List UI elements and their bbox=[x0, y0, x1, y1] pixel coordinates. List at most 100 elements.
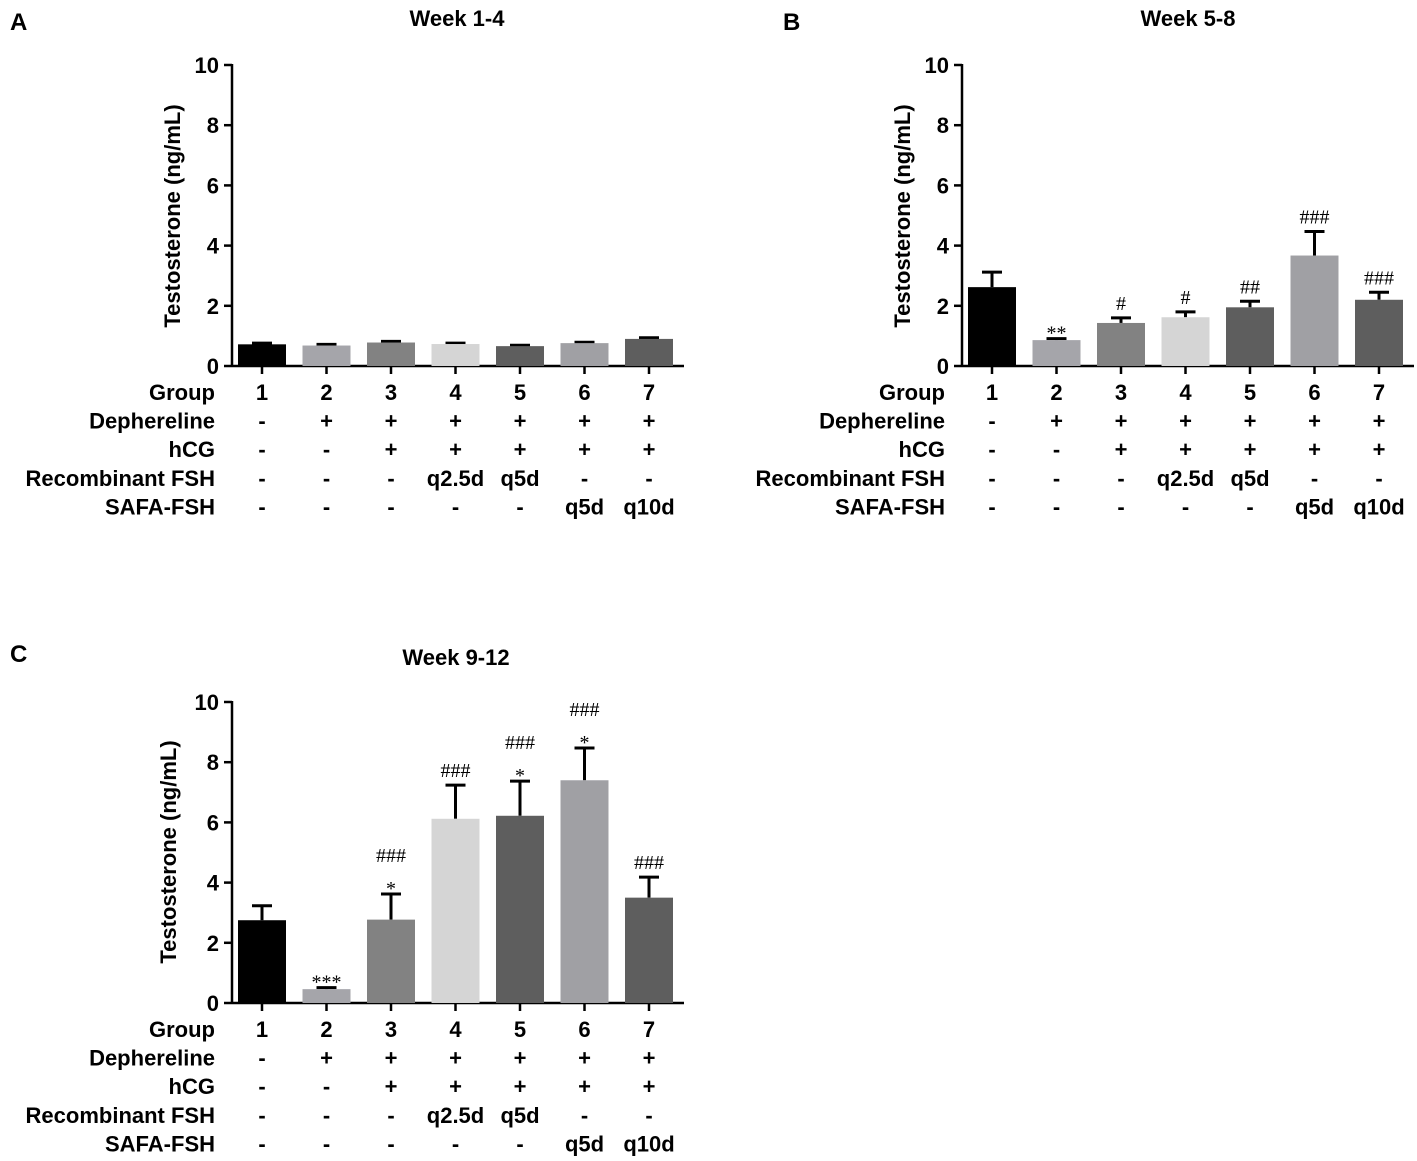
significance-label: * bbox=[386, 878, 396, 900]
table-cell: + bbox=[385, 437, 398, 462]
table-cell: + bbox=[320, 1046, 333, 1071]
row-label: Group bbox=[149, 380, 215, 405]
table-cell: - bbox=[323, 466, 330, 491]
y-tick-label: 4 bbox=[207, 871, 220, 896]
y-tick-label: 8 bbox=[937, 113, 949, 138]
y-tick-label: 0 bbox=[207, 354, 219, 379]
table-cell: q5d bbox=[565, 1131, 604, 1156]
table-cell: q10d bbox=[623, 494, 674, 519]
table-cell: + bbox=[643, 437, 656, 462]
table-cell: - bbox=[1117, 494, 1124, 519]
table-cell: q2.5d bbox=[427, 1103, 484, 1128]
panel-letter: A bbox=[10, 9, 27, 36]
bar bbox=[431, 344, 480, 366]
y-tick-label: 8 bbox=[207, 113, 219, 138]
table-cell: q5d bbox=[500, 1103, 539, 1128]
y-tick-label: 4 bbox=[937, 234, 950, 259]
treatment-table: Group 1 2 3 4 5 6 7 Dephereline - + + + + + + hCG - - + + + + +… bbox=[756, 380, 1405, 519]
bar bbox=[496, 815, 544, 1003]
y-axis-label: Testosterone (ng/mL) bbox=[890, 104, 915, 327]
table-cell: + bbox=[1050, 409, 1063, 434]
panel-c: C Week 9-12 Testosterone (ng/mL) 0 2 4 6 8 10… bbox=[10, 641, 684, 1156]
bar bbox=[431, 818, 480, 1003]
table-cell: - bbox=[258, 1074, 265, 1099]
table-cell: 1 bbox=[256, 380, 268, 405]
table-cell: - bbox=[1053, 494, 1060, 519]
table-cell: - bbox=[516, 1131, 523, 1156]
table-cell: - bbox=[323, 1103, 330, 1128]
table-cell: - bbox=[988, 437, 995, 462]
table-cell: - bbox=[1246, 494, 1253, 519]
significance-label: # bbox=[1116, 293, 1126, 315]
panel-letter: B bbox=[783, 9, 800, 36]
table-cell: + bbox=[643, 1046, 656, 1071]
table-cell: 6 bbox=[578, 1017, 590, 1042]
table-cell: 4 bbox=[449, 1017, 462, 1042]
significance-label: ### bbox=[1300, 206, 1330, 228]
significance-label: ### bbox=[570, 699, 600, 721]
table-cell: q10d bbox=[1353, 494, 1404, 519]
y-tick-label: 6 bbox=[207, 173, 219, 198]
table-cell: 4 bbox=[1179, 380, 1192, 405]
table-cell: 1 bbox=[256, 1017, 268, 1042]
table-cell: + bbox=[514, 409, 527, 434]
bar bbox=[1290, 255, 1339, 366]
bar bbox=[625, 338, 673, 366]
table-cell: q5d bbox=[500, 466, 539, 491]
row-label: SAFA-FSH bbox=[105, 494, 215, 519]
y-tick-label: 10 bbox=[195, 53, 219, 78]
table-cell: + bbox=[1115, 437, 1128, 462]
table-cell: + bbox=[1244, 409, 1257, 434]
table-cell: q2.5d bbox=[427, 466, 484, 491]
table-cell: - bbox=[323, 494, 330, 519]
row-label: Group bbox=[149, 1017, 215, 1042]
table-cell: + bbox=[1373, 437, 1386, 462]
table-cell: + bbox=[578, 409, 591, 434]
table-cell: 2 bbox=[1050, 380, 1062, 405]
table-cell: - bbox=[258, 409, 265, 434]
table-cell: 4 bbox=[449, 380, 462, 405]
table-cell: - bbox=[323, 1131, 330, 1156]
bar bbox=[1355, 299, 1403, 366]
bar bbox=[238, 344, 286, 366]
table-cell: 7 bbox=[1373, 380, 1385, 405]
table-cell: - bbox=[452, 1131, 459, 1156]
table-cell: + bbox=[514, 1074, 527, 1099]
table-cell: + bbox=[449, 437, 462, 462]
y-tick-label: 2 bbox=[207, 931, 219, 956]
bar bbox=[625, 897, 673, 1003]
y-tick-label: 6 bbox=[207, 810, 219, 835]
row-label: Recombinant FSH bbox=[26, 1103, 215, 1128]
significance-label: ** bbox=[1047, 323, 1067, 345]
table-cell: + bbox=[643, 409, 656, 434]
y-tick-label: 6 bbox=[937, 173, 949, 198]
row-label: Dephereline bbox=[89, 1046, 215, 1071]
row-label: hCG bbox=[899, 437, 945, 462]
row-label: Recombinant FSH bbox=[756, 466, 945, 491]
row-label: Group bbox=[879, 380, 945, 405]
row-label: SAFA-FSH bbox=[105, 1131, 215, 1156]
row-label: SAFA-FSH bbox=[835, 494, 945, 519]
table-cell: + bbox=[1179, 409, 1192, 434]
row-label: hCG bbox=[169, 437, 215, 462]
table-cell: - bbox=[387, 1103, 394, 1128]
table-cell: q5d bbox=[565, 494, 604, 519]
table-cell: + bbox=[385, 1074, 398, 1099]
table-cell: - bbox=[645, 466, 652, 491]
table-cell: + bbox=[385, 1046, 398, 1071]
table-cell: q5d bbox=[1295, 494, 1334, 519]
treatment-table: Group 1 2 3 4 5 6 7 Dephereline - + + + + + + hCG - - + + + + +… bbox=[26, 1017, 675, 1156]
y-tick-label: 4 bbox=[207, 234, 220, 259]
table-cell: - bbox=[387, 466, 394, 491]
table-cell: - bbox=[258, 1103, 265, 1128]
table-cell: 5 bbox=[514, 1017, 526, 1042]
y-tick-label: 0 bbox=[937, 354, 949, 379]
table-cell: - bbox=[1311, 466, 1318, 491]
table-cell: q2.5d bbox=[1157, 466, 1214, 491]
bar bbox=[560, 343, 609, 366]
table-cell: - bbox=[581, 466, 588, 491]
significance-label: *** bbox=[312, 972, 342, 994]
table-cell: + bbox=[643, 1074, 656, 1099]
table-cell: - bbox=[1053, 466, 1060, 491]
bar bbox=[1032, 340, 1081, 366]
